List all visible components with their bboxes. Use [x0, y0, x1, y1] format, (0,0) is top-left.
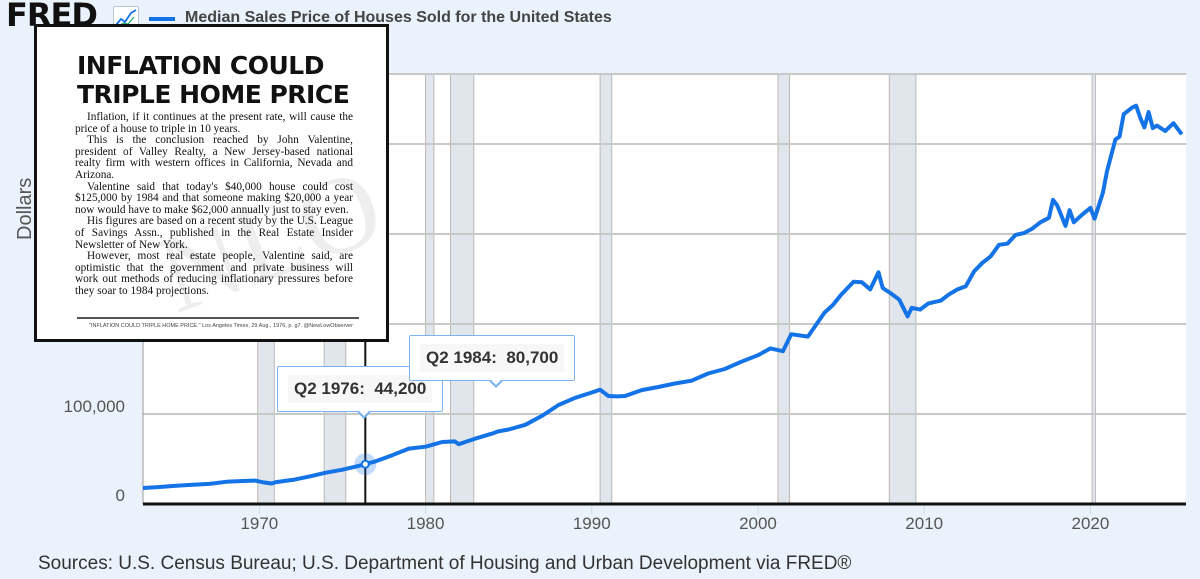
tooltip-text: Q2 1976: 44,200: [288, 375, 433, 403]
headline-line: INFLATION COULD: [77, 51, 324, 80]
series-line: [142, 103, 1184, 490]
clipping-paragraph: However, most real estate people, Valent…: [75, 250, 353, 297]
x-tick-label: 1980: [406, 514, 445, 533]
clipping-paragraph: This is the conclusion reached by John V…: [75, 134, 353, 181]
clipping-paragraph: His figures are based on a recent study …: [75, 215, 353, 251]
highlight-point: [360, 459, 370, 469]
y-tick-label: 0: [115, 486, 125, 505]
y-tick-label: 100,000: [63, 397, 125, 416]
clipping-paragraph: Inflation, if it continues at the presen…: [75, 111, 353, 135]
clipping-caption: "INFLATION COULD TRIPLE HOME PRICE." Los…: [89, 323, 353, 329]
source-note: Sources: U.S. Census Bureau; U.S. Depart…: [38, 553, 852, 574]
x-tick-label: 2020: [1071, 514, 1110, 533]
tooltip-q2-1984: Q2 1984: 80,700: [409, 335, 576, 388]
headline-line: TRIPLE HOME PRICE: [77, 80, 350, 109]
clipping-paragraph: Valentine said that today's $40,000 hous…: [75, 180, 353, 216]
recession-band: [599, 73, 613, 505]
x-tick-label: 1970: [240, 514, 279, 533]
chart-header: FRED Median Sales Price of Houses Sold f…: [0, 0, 1200, 36]
tooltip-text: Q2 1984: 80,700: [420, 344, 565, 372]
chart-title: Median Sales Price of Houses Sold for th…: [185, 9, 612, 26]
recession-band: [425, 73, 435, 505]
clipping-rule: [77, 317, 359, 319]
x-tick-label: 2000: [739, 514, 777, 533]
x-tick-label: 1990: [572, 514, 611, 533]
newspaper-clipping: NLO INFLATION COULD TRIPLE HOME PRICE In…: [34, 24, 389, 342]
clipping-headline: INFLATION COULD TRIPLE HOME PRICE: [77, 51, 350, 109]
legend-swatch: [149, 17, 175, 21]
recession-band: [777, 73, 791, 505]
recession-band: [1091, 73, 1096, 505]
x-tick-label: 2010: [905, 514, 944, 533]
clipping-body: Inflation, if it continues at the presen…: [75, 111, 353, 298]
recession-band: [888, 73, 917, 505]
